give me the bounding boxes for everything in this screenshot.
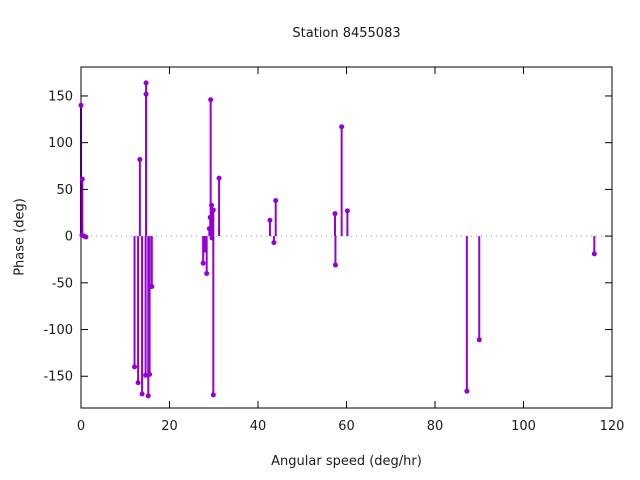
- y-tick-label: -150: [43, 370, 73, 385]
- data-point: [208, 97, 214, 103]
- data-point: [210, 392, 216, 398]
- data-point: [204, 270, 210, 276]
- data-point: [332, 211, 338, 217]
- data-point: [78, 102, 84, 108]
- data-point: [339, 124, 345, 130]
- data-point: [149, 284, 155, 290]
- y-tick-label: 100: [48, 136, 73, 151]
- x-tick-label: 100: [511, 419, 536, 434]
- x-tick-label: 20: [161, 419, 178, 434]
- data-point: [209, 235, 215, 241]
- x-tick-label: 80: [427, 419, 444, 434]
- data-point: [206, 226, 212, 232]
- data-point: [147, 371, 153, 377]
- data-point: [132, 364, 138, 370]
- y-tick-label: -50: [52, 276, 73, 291]
- data-point: [210, 207, 216, 213]
- x-tick-label: 0: [77, 419, 85, 434]
- x-axis-label: Angular speed (deg/hr): [271, 454, 422, 469]
- data-point: [145, 393, 151, 399]
- data-point: [83, 234, 89, 240]
- y-tick-label: 0: [65, 230, 73, 245]
- data-point: [216, 175, 222, 181]
- data-point: [143, 80, 149, 86]
- data-point: [591, 251, 597, 257]
- data-point: [135, 380, 141, 386]
- data-point: [137, 156, 143, 162]
- y-tick-label: 50: [56, 183, 73, 198]
- data-point: [143, 372, 149, 378]
- x-tick-label: 40: [250, 419, 267, 434]
- data-point: [207, 214, 213, 220]
- x-tick-label: 120: [600, 419, 625, 434]
- data-point: [209, 202, 215, 208]
- y-tick-label: 150: [48, 89, 73, 104]
- data-point: [267, 217, 273, 223]
- data-point: [271, 240, 277, 246]
- x-tick-label: 60: [338, 419, 355, 434]
- data-point: [79, 176, 85, 182]
- plot-border: [80, 66, 613, 409]
- data-point: [476, 337, 482, 343]
- chart-title: Station 8455083: [292, 26, 401, 41]
- data-point: [139, 391, 145, 397]
- data-point: [202, 247, 208, 253]
- data-point: [200, 260, 206, 266]
- data-point: [332, 262, 338, 268]
- data-point: [344, 208, 350, 214]
- data-point: [464, 388, 470, 394]
- data-point: [273, 198, 279, 204]
- y-tick-label: -100: [43, 323, 73, 338]
- data-point: [143, 91, 149, 97]
